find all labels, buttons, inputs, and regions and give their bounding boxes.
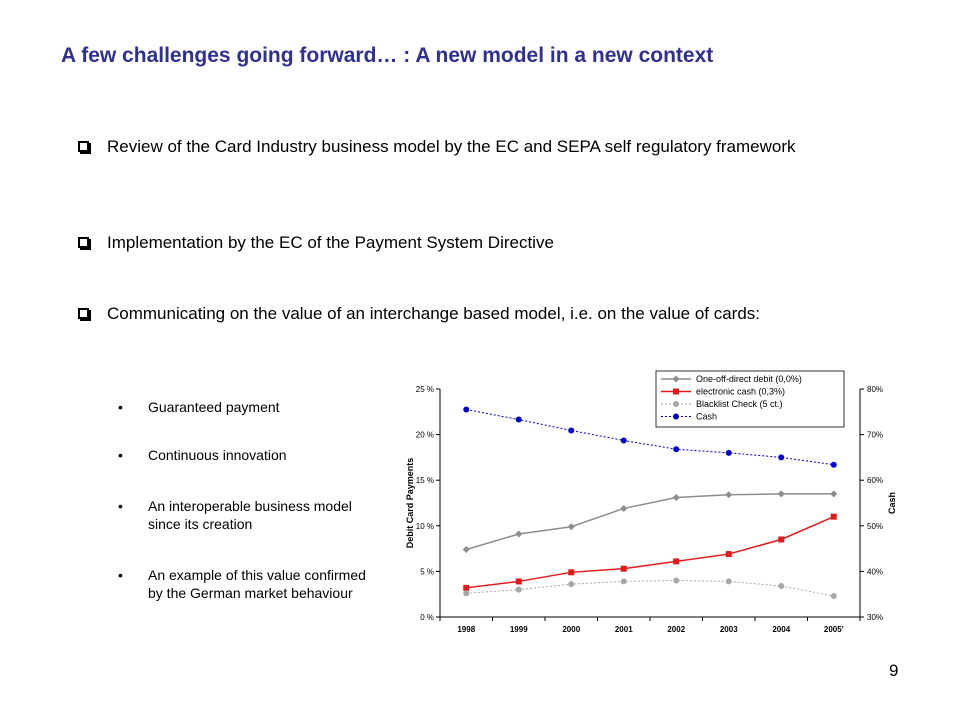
data-point-series-2 <box>463 590 470 597</box>
y-tick-label-left: 25 % <box>416 385 434 394</box>
data-point-series-0 <box>725 491 733 499</box>
x-tick-label: 1999 <box>510 625 528 634</box>
checkbox-bullet-icon <box>78 141 89 152</box>
data-point-series-1 <box>778 536 785 543</box>
slide-title: A few challenges going forward… : A new … <box>61 44 714 67</box>
data-point-series-3 <box>568 427 575 434</box>
data-point-series-2 <box>725 578 732 585</box>
data-point-series-3 <box>725 449 732 456</box>
data-point-series-3 <box>830 461 837 468</box>
sub-bullet-text: An interoperable business model since it… <box>148 498 352 532</box>
bullet-dot-icon: • <box>118 399 123 415</box>
y-tick-label-right: 30% <box>867 613 883 622</box>
data-point-series-3 <box>463 406 470 413</box>
series-line-2 <box>466 580 834 597</box>
y-tick-label-right: 40% <box>867 567 883 576</box>
bullet-text: Implementation by the EC of the Payment … <box>107 233 554 252</box>
x-tick-label: 1998 <box>457 625 475 634</box>
y-tick-label-left: 20 % <box>416 431 434 440</box>
data-point-series-3 <box>620 437 627 444</box>
data-point-series-1 <box>673 558 680 565</box>
legend-marker-1 <box>673 388 679 395</box>
legend-marker-0 <box>672 375 680 383</box>
bullet-text: Review of the Card Industry business mod… <box>107 137 796 156</box>
x-tick-label: 2002 <box>667 625 685 634</box>
data-point-series-1 <box>568 569 575 576</box>
legend-label: Blacklist Check (5 ct.) <box>696 399 783 409</box>
y-tick-label-right: 80% <box>867 385 883 394</box>
data-point-series-0 <box>672 494 680 502</box>
data-point-series-2 <box>515 586 522 593</box>
sub-bullet-text: Guaranteed payment <box>148 399 280 415</box>
series-line-1 <box>466 515 835 589</box>
data-point-series-1 <box>463 584 470 591</box>
y-tick-label-left: 10 % <box>416 522 434 531</box>
bullet-dot-icon: • <box>118 567 123 583</box>
debit-card-chart: 0 % 5 % 10 % 15 % 20 % 25 % 30% 40% 50% 60% 70% 80%… <box>405 370 897 634</box>
bullet-text: Communicating on the value of an interch… <box>107 304 761 323</box>
checkbox-bullet-icon <box>78 237 89 248</box>
legend-label: One-off-direct debit (0,0%) <box>696 374 802 384</box>
y-tick-label-right: 50% <box>867 522 883 531</box>
legend-marker-2 <box>673 401 679 407</box>
legend-marker-3 <box>673 413 679 420</box>
y-tick-label-left: 15 % <box>416 476 434 485</box>
data-point-series-3 <box>778 454 785 461</box>
y-tick-label-right: 70% <box>867 431 883 440</box>
data-point-series-3 <box>515 416 522 423</box>
legend-label: electronic cash (0,3%) <box>696 387 785 397</box>
data-point-series-0 <box>462 546 470 554</box>
y-tick-label-right: 60% <box>867 476 883 485</box>
data-point-series-2 <box>568 581 575 588</box>
data-point-series-2 <box>620 578 627 585</box>
x-tick-label: 2001 <box>615 625 633 634</box>
legend-label: Cash <box>696 412 717 422</box>
data-point-series-0 <box>620 504 628 512</box>
data-point-series-1 <box>725 551 732 558</box>
data-point-series-3 <box>673 446 680 453</box>
data-point-series-1 <box>515 578 522 585</box>
data-point-series-2 <box>830 593 837 600</box>
data-point-series-0 <box>777 490 785 498</box>
x-tick-label: 2005' <box>824 625 844 634</box>
data-point-series-0 <box>567 523 575 531</box>
y-tick-label-left: 0 % <box>420 613 434 622</box>
chart-legend <box>655 370 845 428</box>
checkbox-bullet-icon <box>78 308 89 319</box>
y-axis-label: Debit Card Payments <box>405 458 415 549</box>
page-number: 9 <box>889 661 899 680</box>
sub-bullet-text: An example of this value confirmed by th… <box>148 567 366 601</box>
bullet-dot-icon: • <box>118 498 123 514</box>
bullet-dot-icon: • <box>118 447 123 463</box>
x-tick-label: 2004 <box>772 625 790 634</box>
y-tick-label-left: 5 % <box>420 567 434 576</box>
x-tick-label: 2000 <box>562 625 580 634</box>
data-point-series-0 <box>515 530 523 538</box>
data-point-series-0 <box>830 490 838 498</box>
data-point-series-1 <box>620 565 627 572</box>
data-point-series-1 <box>830 513 837 520</box>
series-line-0 <box>466 493 834 551</box>
data-point-series-2 <box>673 577 680 584</box>
sub-bullet-text: Continuous innovation <box>148 447 287 463</box>
x-tick-label: 2003 <box>720 625 738 634</box>
data-point-series-2 <box>778 582 785 589</box>
y2-axis-label: Cash <box>887 492 897 514</box>
